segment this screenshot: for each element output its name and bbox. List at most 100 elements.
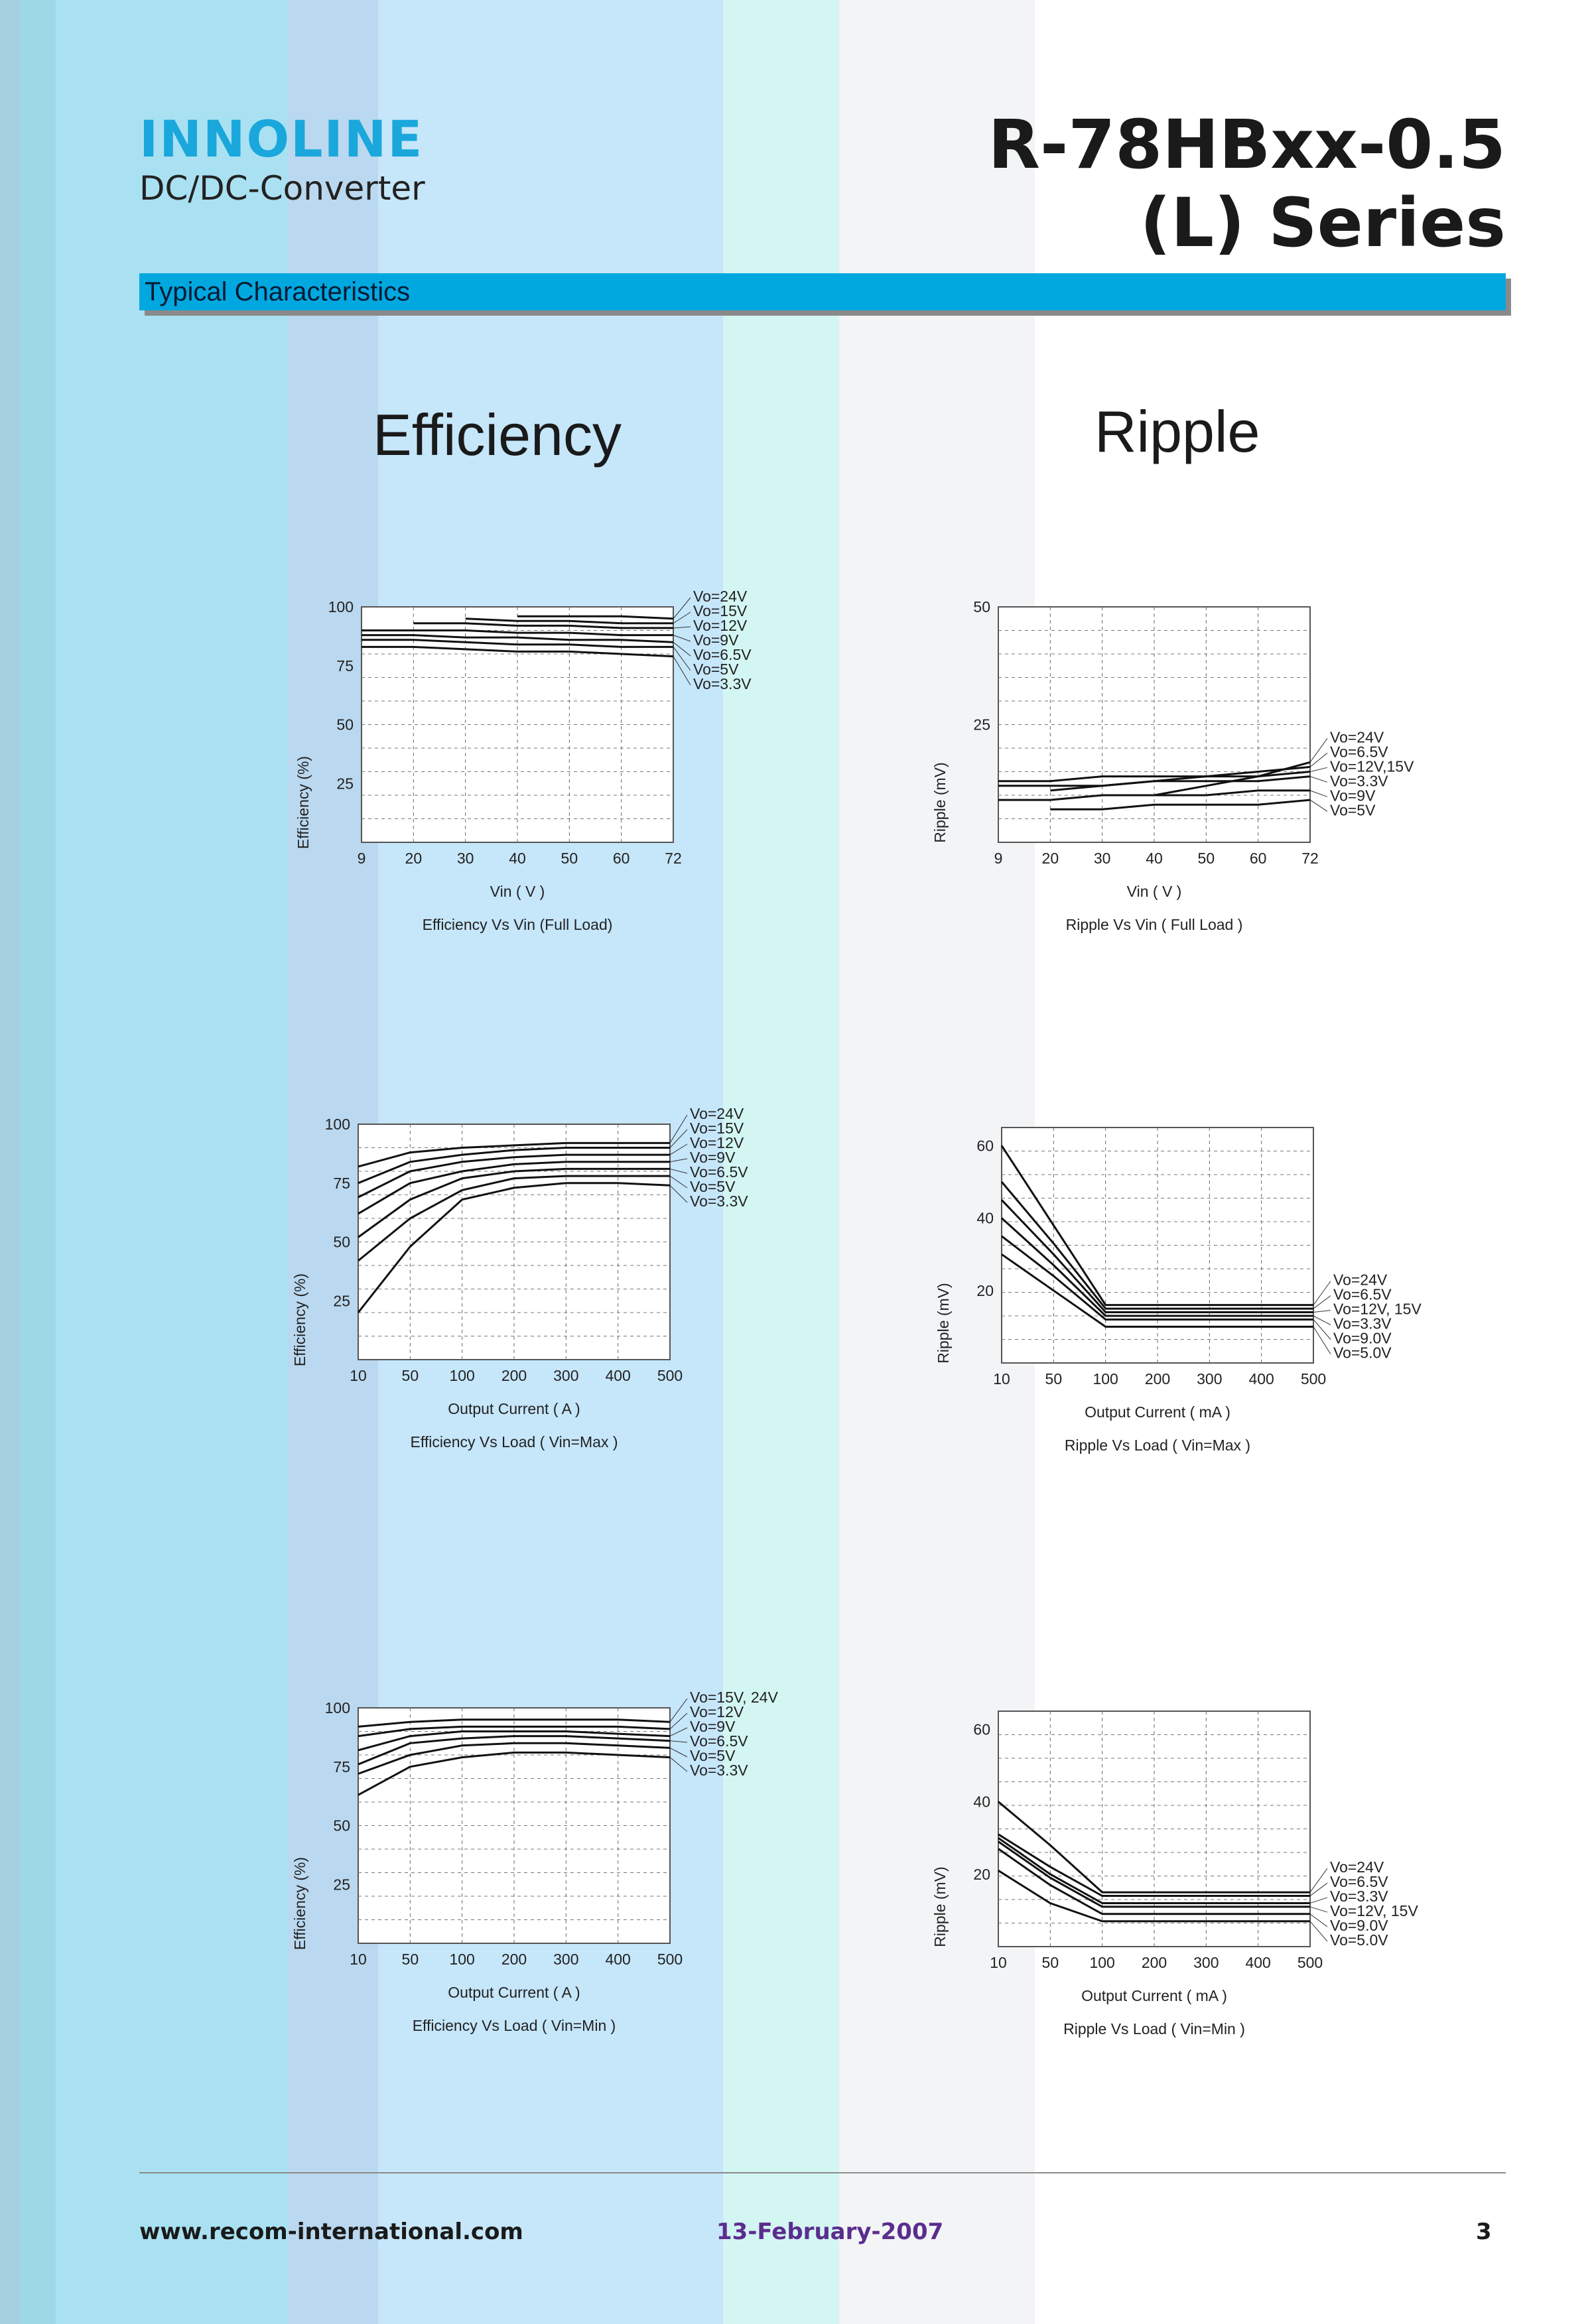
legend-leader: [673, 626, 691, 629]
x-tick-label: 200: [501, 1951, 527, 1968]
y-tick-label: 25: [973, 716, 990, 734]
x-tick-label: 300: [1193, 1954, 1219, 1971]
x-tick-label: 500: [1301, 1370, 1326, 1388]
legend-label: Vo=12V: [693, 617, 748, 634]
legend-leader: [673, 656, 691, 686]
series-line: [358, 1742, 671, 1775]
series-line: [1000, 1217, 1313, 1317]
legend-label: Vo=24V: [690, 1105, 744, 1122]
page-number: 3: [1476, 2219, 1492, 2245]
brand-logo: INNOLINE: [139, 109, 424, 168]
x-tick-label: 300: [553, 1367, 578, 1384]
y-tick-label: 25: [333, 1876, 350, 1893]
y-tick-label: 75: [333, 1758, 350, 1775]
y-tick-label: 75: [333, 1175, 350, 1192]
legend-label: Vo=3.3V: [1330, 1888, 1388, 1905]
legend-leader: [669, 1727, 688, 1737]
series-line: [413, 622, 673, 629]
legend-label: Vo=5V: [693, 661, 739, 678]
x-axis-label: Output Current ( A ): [448, 1400, 580, 1417]
y-tick-label: 20: [976, 1282, 994, 1299]
series-line: [358, 1730, 671, 1752]
series-title: R-78HBxx-0.5 (L) Series: [909, 106, 1506, 263]
y-tick-label: 50: [973, 598, 990, 615]
y-axis-label: Ripple (mV): [931, 762, 949, 842]
legend-label: Vo=9V: [693, 631, 739, 649]
legend-leader: [669, 1740, 688, 1743]
legend-leader: [669, 1143, 688, 1155]
legend-leader: [1309, 752, 1328, 767]
y-axis-label: Ripple (mV): [931, 1866, 949, 1947]
x-tick-label: 500: [1297, 1954, 1323, 1971]
series-line: [998, 1837, 1310, 1904]
legend-label: Vo=5V: [690, 1747, 736, 1764]
legend-leader: [1309, 799, 1328, 812]
series-line: [358, 1141, 670, 1168]
y-tick-label: 50: [336, 716, 354, 734]
y-tick-label: 25: [333, 1292, 350, 1309]
x-tick-label: 9: [358, 850, 366, 867]
legend-label: Vo=9V: [1330, 787, 1376, 804]
x-tick-label: 200: [1142, 1954, 1167, 1971]
brand-subtitle: DC/DC-Converter: [139, 169, 425, 208]
x-tick-label: 300: [1197, 1370, 1222, 1388]
y-tick-label: 60: [973, 1720, 990, 1738]
legend-label: Vo=12V: [690, 1134, 744, 1151]
x-tick-label: 50: [402, 1367, 419, 1384]
series-line: [358, 1161, 670, 1215]
series-line: [358, 1147, 670, 1185]
x-tick-label: 10: [350, 1367, 367, 1384]
y-tick-label: 40: [976, 1210, 994, 1227]
legend-label: Vo=9.0V: [1330, 1917, 1388, 1934]
legend-leader: [1309, 738, 1328, 763]
x-tick-label: 40: [1146, 850, 1163, 867]
efficiency-column-title: Efficiency: [373, 402, 622, 468]
legend-label: Vo=24V: [1330, 1858, 1384, 1876]
footer-divider: [139, 2172, 1506, 2173]
legend-label: Vo=24V: [1330, 728, 1384, 745]
x-axis-label: Vin ( V ): [1127, 883, 1182, 900]
legend-leader: [1313, 1295, 1331, 1309]
x-tick-label: 30: [457, 850, 474, 867]
legend-leader: [669, 1185, 688, 1203]
x-tick-label: 10: [993, 1370, 1010, 1388]
x-tick-label: 10: [350, 1951, 367, 1968]
bg-band: [723, 0, 839, 2324]
y-tick-label: 100: [325, 1116, 350, 1133]
series-line: [358, 1175, 670, 1262]
legend-leader: [1309, 1897, 1328, 1904]
ripple-vs-load-max-chart: 10 50 100 200 300 400 500 60 40 20 Output Current …: [935, 1127, 1422, 1454]
legend-leader: [1309, 1906, 1328, 1913]
series-line: [358, 1751, 671, 1796]
bg-band: [56, 0, 288, 2324]
x-tick-label: 10: [990, 1954, 1007, 1971]
x-tick-label: 100: [1089, 1954, 1114, 1971]
y-axis-label: Efficiency (%): [291, 1273, 308, 1366]
legend-label: Vo=5.0V: [1330, 1931, 1388, 1949]
legend-label: Vo=24V: [693, 588, 748, 605]
legend-label: Vo=12V, 15V: [1333, 1301, 1422, 1318]
series-line: [1001, 1235, 1313, 1321]
legend-label: Vo=5.0V: [1333, 1344, 1392, 1362]
x-tick-label: 100: [1093, 1370, 1118, 1388]
x-axis-label: Output Current ( mA ): [1081, 1987, 1227, 2004]
legend-label: Vo=3.3V: [690, 1193, 748, 1210]
chart-caption: Efficiency Vs Vin (Full Load): [423, 916, 613, 933]
x-tick-label: 100: [449, 1367, 474, 1384]
footer-url[interactable]: www.recom-international.com: [139, 2219, 523, 2245]
legend-leader: [1309, 767, 1328, 772]
ripple-vs-vin-chart: 9 20 30 40 50 60 72 50 25 Vin ( V ) Ripple Vs Vin …: [931, 598, 1414, 933]
series-line: [357, 1182, 671, 1313]
y-tick-label: 20: [973, 1866, 990, 1883]
x-tick-label: 30: [1094, 850, 1111, 867]
legend-label: Vo=6.5V: [690, 1732, 748, 1750]
x-tick-label: 60: [613, 850, 630, 867]
x-tick-label: 50: [561, 850, 578, 867]
legend-label: Vo=6.5V: [1333, 1286, 1392, 1303]
x-tick-label: 50: [1198, 850, 1215, 867]
bg-band: [20, 0, 56, 2324]
y-tick-label: 100: [325, 1699, 350, 1716]
legend-label: Vo=5V: [1330, 801, 1376, 818]
legend-label: Vo=3.3V: [1330, 772, 1388, 789]
legend-label: Vo=15V: [690, 1120, 744, 1137]
